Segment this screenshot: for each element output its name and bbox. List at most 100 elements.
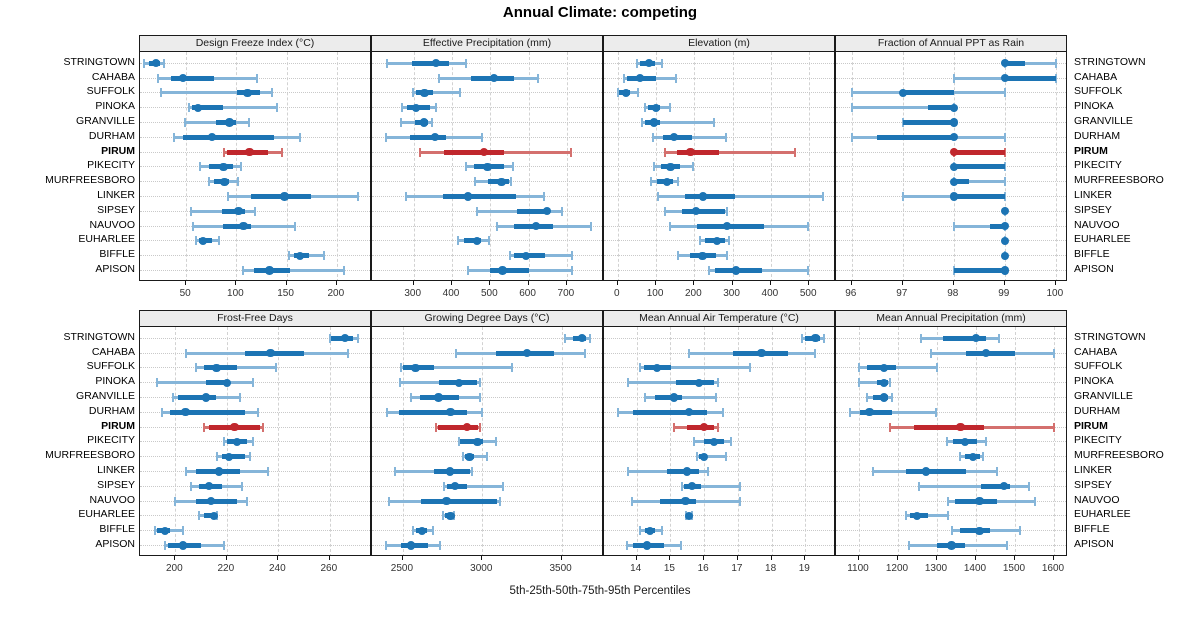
axis-tick-label: 1400: [963, 563, 987, 574]
whisker-cap: [189, 481, 192, 491]
site-label-left-nauvoo: NAUVOO: [89, 493, 135, 506]
vertical-gridline: [694, 52, 696, 280]
axis-tick-label: 17: [731, 563, 743, 574]
axis-tick-label: 96: [845, 288, 857, 299]
whisker-cap: [267, 467, 269, 476]
axis-tick-label: 100: [1046, 288, 1064, 299]
axis-tick: [703, 556, 705, 560]
median-dot-murfreesboro: [497, 177, 506, 186]
median-dot-granville: [225, 118, 234, 127]
site-label-left-durham: DURHAM: [88, 404, 135, 417]
whisker-cap: [480, 132, 483, 142]
median-dot-linker: [921, 467, 931, 476]
row-gridline: [372, 471, 602, 472]
site-label-left-sipsey: SIPSEY: [97, 203, 135, 216]
axis-tick-label: 400: [442, 288, 460, 299]
median-dot-durham: [949, 133, 958, 142]
axis-tick: [565, 281, 567, 285]
whisker-cap: [570, 266, 573, 275]
site-label-right-nauvoo: NAUVOO: [1074, 218, 1120, 231]
whisker-cap: [322, 251, 325, 261]
median-dot-linker: [699, 192, 708, 201]
whisker-cap: [511, 363, 514, 373]
median-dot-granville: [434, 393, 443, 402]
whisker-cap: [261, 422, 264, 432]
panel-mean-annual-precipitation-mm: [835, 326, 1067, 556]
whisker-cap: [190, 206, 193, 216]
site-label-right-biffle: BIFFLE: [1074, 523, 1110, 536]
panel-header-design-freeze-index-c: Design Freeze Index (°C): [139, 35, 371, 51]
median-dot-pinoka: [194, 103, 203, 112]
row-gridline: [140, 530, 370, 532]
whisker-cap: [481, 407, 484, 417]
median-dot-stringtown: [151, 59, 161, 68]
row-gridline: [140, 485, 370, 487]
vertical-gridline: [771, 327, 773, 555]
median-dot-apison: [178, 541, 188, 550]
iqr-bar-granville: [655, 395, 683, 400]
axis-tick-label: 97: [896, 288, 908, 299]
iqr-bar-pinoka: [206, 380, 230, 386]
panel-elevation-m: [603, 51, 835, 281]
vertical-gridline: [770, 52, 772, 280]
whisker-cap: [570, 251, 573, 261]
whisker-cap: [1033, 496, 1036, 506]
vertical-gridline: [805, 327, 807, 555]
panel-header-growing-degree-days-c: Growing Degree Days (°C): [371, 310, 603, 326]
whisker-cap: [465, 58, 468, 68]
whisker-cap: [164, 541, 166, 550]
row-gridline: [604, 530, 834, 532]
site-label-left-durham: DURHAM: [88, 129, 135, 142]
axis-tick: [527, 281, 529, 285]
site-label-right-murfreesboro: MURFREESBORO: [1074, 449, 1164, 462]
axis-tick: [693, 281, 695, 285]
whisker-cap: [907, 541, 910, 550]
whisker-cap: [617, 407, 620, 417]
whisker-cap: [478, 378, 481, 388]
site-label-right-nauvoo: NAUVOO: [1074, 493, 1120, 506]
whisker-cap: [182, 526, 184, 536]
percentile-range-suffolk: [412, 91, 461, 95]
vertical-gridline: [452, 52, 453, 280]
median-dot-linker: [280, 192, 289, 201]
site-label-left-granville: GRANVILLE: [76, 390, 135, 402]
whisker-cap: [240, 162, 243, 172]
row-gridline: [604, 397, 834, 398]
whisker-cap: [346, 348, 349, 358]
whisker-cap: [688, 348, 690, 358]
median-dot-suffolk: [652, 363, 662, 373]
panel-header-mean-annual-air-temperature-c: Mean Annual Air Temperature (°C): [603, 310, 835, 326]
percentile-range-pinoka: [859, 381, 891, 385]
percentile-range-sipsey: [682, 484, 740, 488]
median-dot-pinoka: [694, 378, 704, 387]
site-label-left-apison: APISON: [95, 538, 135, 550]
whisker-cap: [488, 236, 491, 246]
site-label-left-linker: LINKER: [97, 189, 135, 201]
whisker-cap: [663, 206, 666, 216]
site-label-left-biffle: BIFFLE: [99, 523, 135, 536]
median-dot-sipsey: [691, 207, 701, 216]
vertical-gridline: [402, 327, 404, 555]
site-label-left-pinoka: PINOKA: [95, 375, 135, 388]
median-dot-biffle: [975, 526, 984, 535]
row-gridline: [372, 136, 602, 138]
panel-frost-free-days: [139, 326, 371, 556]
panel-header-effective-precipitation-mm: Effective Precipitation (mm): [371, 35, 603, 51]
whisker-cap: [443, 481, 446, 491]
vertical-gridline: [186, 52, 188, 280]
median-dot-suffolk: [212, 363, 221, 373]
whisker-cap: [563, 333, 566, 343]
axis-tick: [769, 281, 771, 285]
whisker-cap: [639, 363, 642, 373]
whisker-cap: [184, 348, 187, 358]
whisker-cap: [156, 378, 159, 388]
site-label-right-stringtown: STRINGTOWN: [1074, 55, 1146, 68]
row-gridline: [372, 122, 602, 123]
axis-tick-label: 1100: [847, 563, 869, 574]
axis-tick: [655, 281, 657, 285]
row-gridline: [372, 411, 602, 413]
whisker-cap: [663, 147, 666, 157]
whisker-cap: [1003, 147, 1006, 157]
median-dot-biffle: [1000, 251, 1009, 260]
